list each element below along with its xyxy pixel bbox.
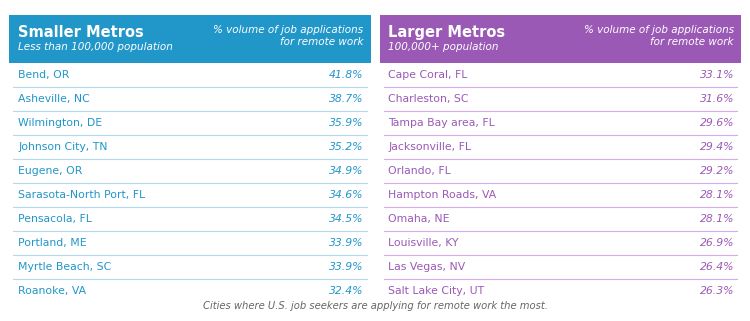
Text: % volume of job applications: % volume of job applications xyxy=(213,25,364,35)
Text: 33.9%: 33.9% xyxy=(329,262,364,272)
Text: 33.9%: 33.9% xyxy=(329,238,364,248)
Text: Myrtle Beach, SC: Myrtle Beach, SC xyxy=(18,262,111,272)
Text: Wilmington, DE: Wilmington, DE xyxy=(18,118,102,128)
Text: 35.2%: 35.2% xyxy=(329,142,364,152)
Text: 26.9%: 26.9% xyxy=(700,238,734,248)
Text: 38.7%: 38.7% xyxy=(329,94,364,104)
Text: for remote work: for remote work xyxy=(650,37,734,47)
Text: Johnson City, TN: Johnson City, TN xyxy=(18,142,107,152)
Text: Salt Lake City, UT: Salt Lake City, UT xyxy=(388,286,484,296)
FancyBboxPatch shape xyxy=(9,15,370,63)
Text: Tampa Bay area, FL: Tampa Bay area, FL xyxy=(388,118,495,128)
Text: 29.4%: 29.4% xyxy=(700,142,734,152)
Text: 35.9%: 35.9% xyxy=(329,118,364,128)
Text: Eugene, OR: Eugene, OR xyxy=(18,166,82,176)
Text: Las Vegas, NV: Las Vegas, NV xyxy=(388,262,466,272)
Text: Cape Coral, FL: Cape Coral, FL xyxy=(388,70,468,80)
Text: 100,000+ population: 100,000+ population xyxy=(388,42,499,52)
Text: 34.9%: 34.9% xyxy=(329,166,364,176)
Text: % volume of job applications: % volume of job applications xyxy=(584,25,734,35)
Text: 33.1%: 33.1% xyxy=(700,70,734,80)
Text: Sarasota-North Port, FL: Sarasota-North Port, FL xyxy=(18,190,146,200)
Text: 41.8%: 41.8% xyxy=(329,70,364,80)
Text: Smaller Metros: Smaller Metros xyxy=(18,25,144,40)
Text: for remote work: for remote work xyxy=(280,37,364,47)
Text: Less than 100,000 population: Less than 100,000 population xyxy=(18,42,172,52)
Text: Portland, ME: Portland, ME xyxy=(18,238,86,248)
Text: Jacksonville, FL: Jacksonville, FL xyxy=(388,142,472,152)
Text: Cities where U.S. job seekers are applying for remote work the most.: Cities where U.S. job seekers are applyi… xyxy=(202,301,548,311)
Text: Roanoke, VA: Roanoke, VA xyxy=(18,286,86,296)
Text: Asheville, NC: Asheville, NC xyxy=(18,94,90,104)
FancyBboxPatch shape xyxy=(380,15,741,63)
Text: 28.1%: 28.1% xyxy=(700,214,734,224)
Text: Louisville, KY: Louisville, KY xyxy=(388,238,459,248)
Text: 29.6%: 29.6% xyxy=(700,118,734,128)
Text: 26.4%: 26.4% xyxy=(700,262,734,272)
Text: Pensacola, FL: Pensacola, FL xyxy=(18,214,92,224)
Text: Orlando, FL: Orlando, FL xyxy=(388,166,452,176)
Text: Charleston, SC: Charleston, SC xyxy=(388,94,469,104)
Text: 32.4%: 32.4% xyxy=(329,286,364,296)
Text: 34.5%: 34.5% xyxy=(329,214,364,224)
Text: 26.3%: 26.3% xyxy=(700,286,734,296)
Text: 31.6%: 31.6% xyxy=(700,94,734,104)
Text: Omaha, NE: Omaha, NE xyxy=(388,214,450,224)
Text: Larger Metros: Larger Metros xyxy=(388,25,506,40)
Text: 34.6%: 34.6% xyxy=(329,190,364,200)
Text: Bend, OR: Bend, OR xyxy=(18,70,69,80)
Text: 29.2%: 29.2% xyxy=(700,166,734,176)
Text: Hampton Roads, VA: Hampton Roads, VA xyxy=(388,190,496,200)
Text: 28.1%: 28.1% xyxy=(700,190,734,200)
